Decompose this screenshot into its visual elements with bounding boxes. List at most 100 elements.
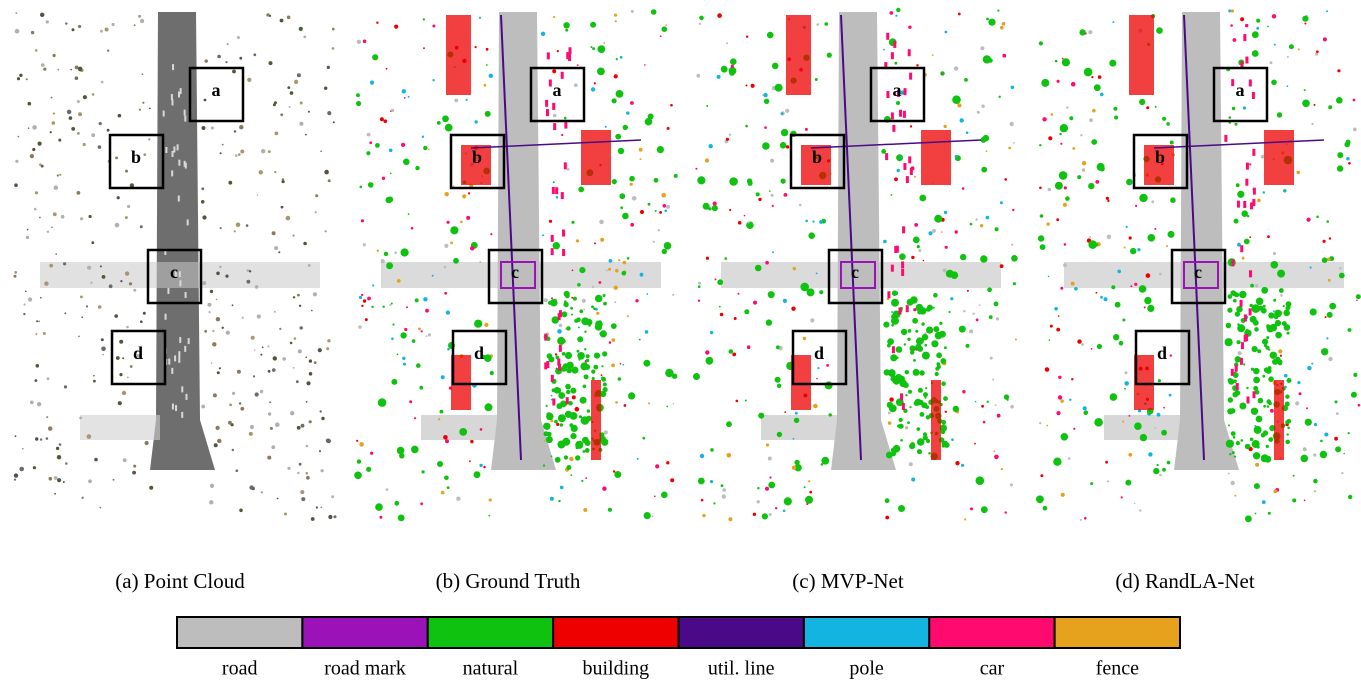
- point: [92, 93, 95, 96]
- point: [425, 309, 429, 313]
- point: [1041, 79, 1049, 87]
- figure: abcd(a) Point Cloudabcd(b) Ground Trutha…: [0, 0, 1361, 687]
- point: [655, 464, 659, 468]
- point: [210, 290, 213, 293]
- point: [356, 440, 358, 442]
- vegetation: [547, 432, 552, 437]
- point: [793, 267, 796, 270]
- point: [975, 401, 977, 403]
- point: [808, 480, 810, 482]
- vegetation: [570, 307, 573, 310]
- point: [1225, 338, 1233, 346]
- point: [306, 381, 310, 385]
- vegetation: [918, 388, 923, 393]
- point: [445, 192, 449, 196]
- point: [63, 262, 66, 265]
- point: [30, 154, 34, 158]
- car-raw: [171, 94, 173, 100]
- point: [734, 317, 737, 320]
- car-raw: [173, 146, 175, 152]
- vegetation: [1258, 306, 1263, 311]
- point: [631, 10, 634, 13]
- vegetation: [1287, 433, 1289, 435]
- point: [717, 279, 723, 285]
- point: [1353, 99, 1356, 102]
- point: [1134, 283, 1137, 286]
- point: [1348, 495, 1352, 499]
- point: [976, 319, 979, 322]
- point: [608, 268, 611, 271]
- point: [127, 205, 130, 208]
- point: [1159, 273, 1162, 276]
- point: [134, 24, 136, 26]
- point: [54, 493, 56, 495]
- point: [616, 90, 624, 98]
- point: [47, 377, 50, 380]
- point: [391, 303, 393, 305]
- point: [611, 364, 615, 368]
- point: [957, 103, 961, 107]
- point: [474, 320, 482, 328]
- point: [883, 240, 887, 244]
- vegetation: [1233, 436, 1236, 439]
- point: [333, 121, 335, 123]
- point: [81, 316, 83, 318]
- point: [277, 498, 279, 500]
- point: [627, 257, 630, 260]
- car: [885, 153, 888, 160]
- point: [289, 106, 291, 108]
- point: [1233, 38, 1237, 42]
- point: [72, 28, 75, 31]
- point: [267, 345, 269, 347]
- car-raw: [172, 64, 174, 70]
- point-cloud-panel: abcd: [354, 9, 678, 521]
- point: [623, 125, 628, 130]
- point: [1232, 107, 1235, 110]
- vegetation: [578, 355, 580, 357]
- point: [462, 194, 466, 198]
- car-raw: [174, 355, 176, 361]
- point: [1257, 199, 1261, 203]
- point: [771, 194, 774, 197]
- point: [995, 404, 997, 406]
- point: [768, 482, 775, 489]
- point: [1094, 84, 1101, 91]
- point: [78, 336, 80, 338]
- panel-caption: (a) Point Cloud: [115, 569, 245, 593]
- point: [78, 112, 82, 116]
- point: [1241, 210, 1248, 217]
- point: [274, 311, 276, 313]
- vegetation: [1253, 386, 1258, 391]
- point: [710, 480, 713, 483]
- point: [375, 503, 383, 511]
- point: [1117, 270, 1121, 274]
- point: [78, 25, 81, 28]
- point: [1060, 287, 1063, 290]
- point: [1063, 263, 1067, 267]
- point: [140, 320, 143, 323]
- vegetation: [571, 425, 578, 432]
- box-label: d: [474, 343, 484, 363]
- point: [432, 25, 435, 28]
- point: [53, 112, 55, 114]
- point: [1130, 248, 1136, 254]
- cross-street: [1064, 262, 1344, 288]
- point: [240, 150, 244, 154]
- point: [426, 335, 428, 337]
- point: [746, 85, 748, 87]
- point: [1056, 218, 1059, 221]
- point: [386, 262, 393, 269]
- vegetation: [907, 338, 910, 341]
- vegetation: [581, 317, 589, 325]
- point: [572, 270, 574, 272]
- point: [46, 20, 49, 23]
- point: [784, 497, 792, 505]
- vegetation: [926, 415, 930, 419]
- point: [1245, 515, 1252, 522]
- point: [729, 349, 734, 354]
- point: [1088, 240, 1097, 249]
- point: [630, 183, 633, 186]
- building: [581, 130, 611, 185]
- point: [1268, 512, 1271, 515]
